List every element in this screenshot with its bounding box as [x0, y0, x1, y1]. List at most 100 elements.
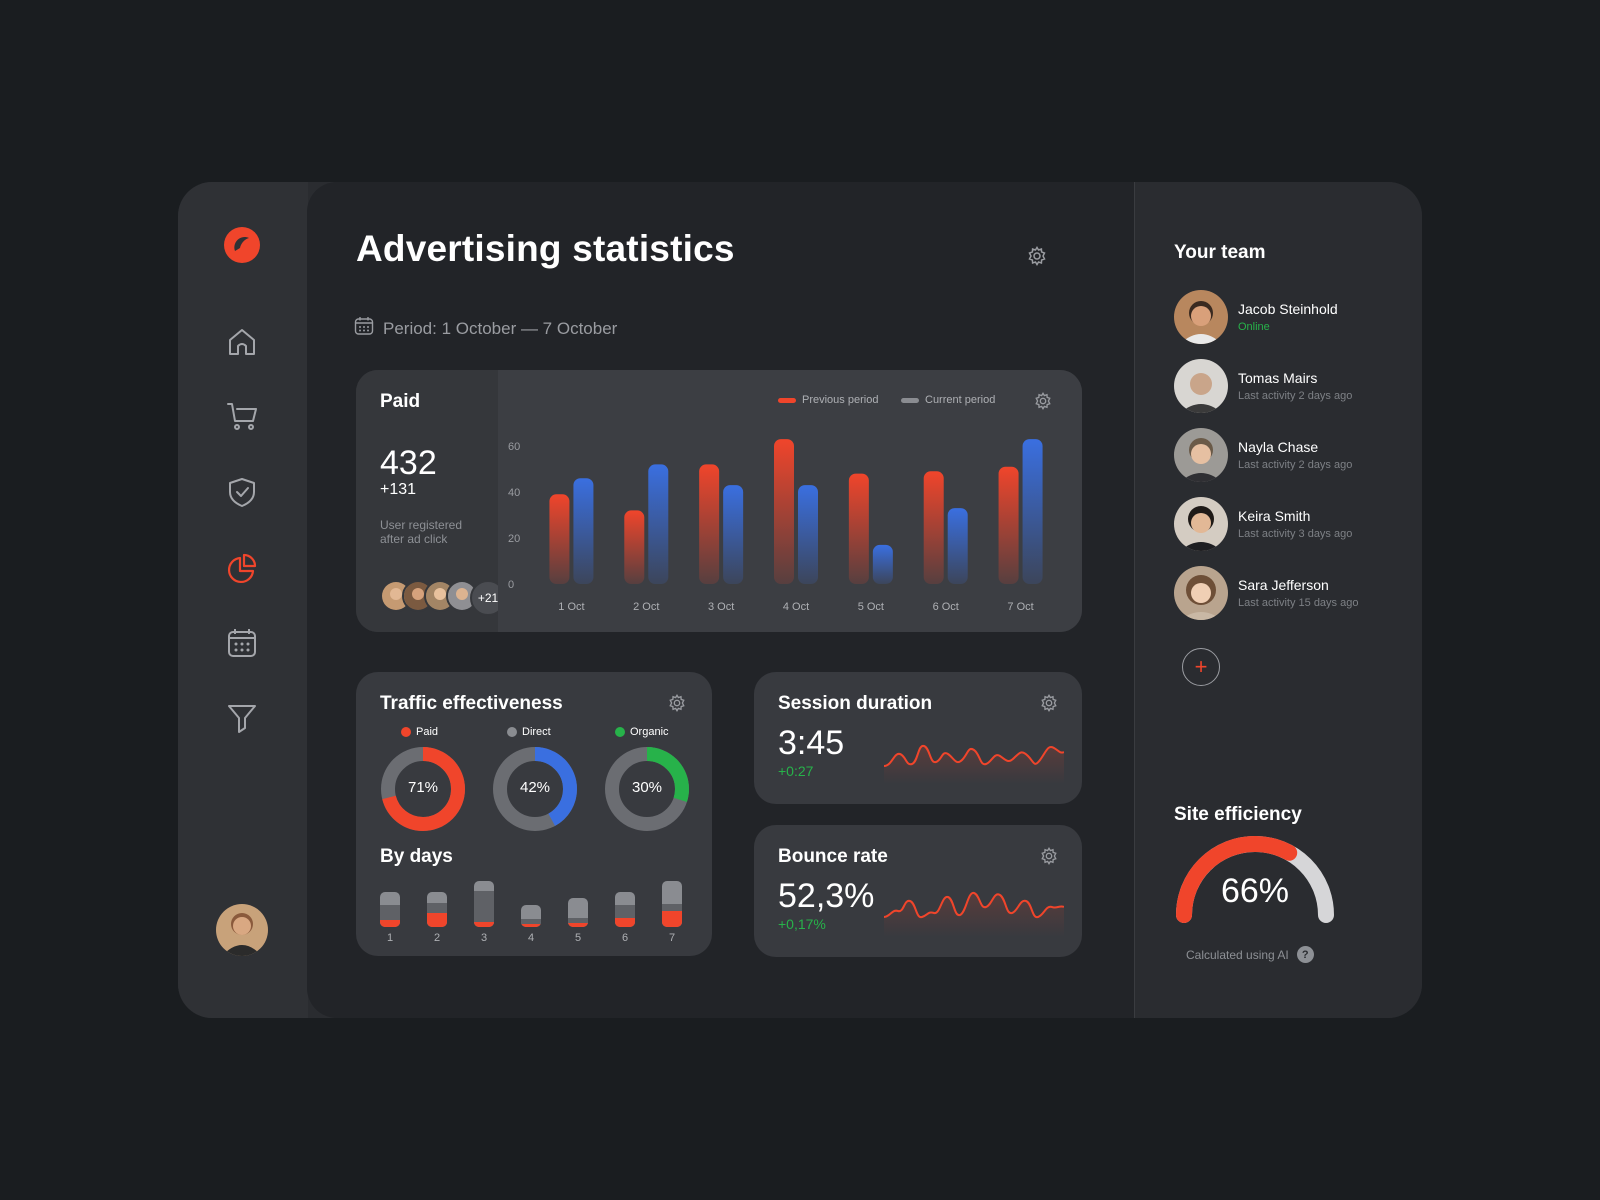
bar-previous[interactable] [624, 510, 645, 584]
bar-current[interactable] [723, 485, 744, 584]
session-settings-gear-icon[interactable] [1038, 692, 1060, 714]
cart-icon[interactable] [222, 396, 262, 436]
bar-previous[interactable] [774, 439, 794, 584]
donut-segment [381, 747, 465, 831]
by-days-title: By days [380, 846, 453, 867]
add-member-button[interactable]: + [1182, 648, 1220, 686]
settings-gear-icon[interactable] [1026, 245, 1048, 267]
current-user-avatar[interactable] [216, 904, 268, 956]
bar-current[interactable] [1022, 439, 1043, 584]
app-logo[interactable] [223, 226, 261, 269]
shield-check-icon[interactable] [222, 472, 262, 512]
donut-legend-paid: Paid [401, 726, 438, 738]
donut-value-direct: 42% [519, 779, 551, 796]
paid-summary: Paid 432 +131 User registered after ad c… [356, 370, 506, 632]
paid-description-line2: after ad click [380, 532, 448, 546]
day-bar[interactable] [568, 898, 588, 927]
calendar-icon [354, 316, 374, 341]
team-member[interactable]: Nayla Chase Last activity 2 days ago [1174, 428, 1414, 484]
day-bar-mid [662, 904, 682, 912]
day-label: 5 [574, 932, 582, 944]
bar-current[interactable] [648, 464, 669, 584]
home-icon[interactable] [222, 322, 262, 362]
day-bar[interactable] [521, 905, 541, 927]
y-tick-label: 60 [508, 441, 520, 453]
y-tick-label: 0 [508, 579, 514, 591]
chart-settings-gear-icon[interactable] [1032, 390, 1054, 412]
paid-delta: +131 [380, 481, 417, 498]
paid-bar-chart: Previous period Current period 60 40 20 0 1 … [498, 370, 1082, 632]
x-tick-label: 3 Oct [708, 601, 734, 613]
sidebar [178, 182, 308, 1018]
efficiency-value: 66% [1220, 872, 1290, 910]
session-sparkline [884, 744, 1064, 784]
day-label: 1 [386, 932, 394, 944]
legend-current: Current period [901, 394, 995, 406]
bar-previous[interactable] [848, 473, 869, 584]
legend-label-current: Current period [925, 394, 996, 406]
day-label: 7 [668, 932, 676, 944]
bounce-delta: +0,17% [778, 916, 826, 932]
team-member[interactable]: Keira Smith Last activity 3 days ago [1174, 497, 1414, 553]
calendar-icon[interactable] [222, 623, 262, 663]
x-tick-label: 4 Oct [783, 601, 809, 613]
y-tick-label: 40 [508, 487, 520, 499]
member-name: Sara Jefferson [1238, 577, 1329, 593]
day-bar-red [568, 922, 588, 927]
donut-legend-direct: Direct [507, 726, 551, 738]
day-bar-mid [427, 902, 447, 914]
day-label: 3 [480, 932, 488, 944]
donut-legend-organic: Organic [615, 726, 669, 738]
bar-previous[interactable] [699, 464, 720, 584]
day-bar-mid [521, 919, 541, 924]
session-duration-card: Session duration 3:45 +0:27 [754, 672, 1082, 804]
bar-previous[interactable] [549, 494, 570, 584]
member-status: Last activity 15 days ago [1238, 597, 1359, 609]
day-bar-red [662, 911, 682, 927]
day-bar[interactable] [662, 881, 682, 927]
legend-previous: Previous period [778, 394, 878, 406]
day-bar-red [380, 920, 400, 927]
team-member[interactable]: Sara Jefferson Last activity 15 days ago [1174, 566, 1414, 622]
donut-direct [493, 747, 577, 831]
day-bar[interactable] [474, 881, 494, 927]
member-name: Keira Smith [1238, 508, 1311, 524]
period-selector[interactable]: Period: 1 October — 7 October [354, 316, 617, 341]
bar-current[interactable] [947, 508, 968, 584]
bar-previous[interactable] [923, 471, 944, 584]
member-avatar [1174, 566, 1228, 620]
bar-current[interactable] [872, 544, 893, 584]
efficiency-note-text: Calculated using AI [1186, 947, 1289, 962]
day-bar-mid [380, 904, 400, 921]
day-bar-red [474, 922, 494, 927]
team-member[interactable]: Jacob Steinhold Online [1174, 290, 1414, 346]
legend-swatch-current [901, 397, 919, 403]
paid-dot-icon [401, 727, 411, 737]
pie-chart-icon[interactable] [222, 548, 262, 588]
bounce-rate-card: Bounce rate 52,3% +0,17% [754, 825, 1082, 957]
day-label: 6 [621, 932, 629, 944]
day-bar-red [615, 918, 635, 927]
day-bar[interactable] [380, 892, 400, 927]
help-icon[interactable]: ? [1296, 946, 1314, 963]
member-avatar [1174, 428, 1228, 482]
day-bar[interactable] [615, 892, 635, 927]
donut-segment [605, 747, 689, 831]
paid-card: Paid 432 +131 User registered after ad c… [356, 370, 1082, 632]
traffic-settings-gear-icon[interactable] [666, 692, 688, 714]
registered-users-avatars[interactable]: +21 [380, 580, 506, 616]
bounce-settings-gear-icon[interactable] [1038, 845, 1060, 867]
bar-previous[interactable] [998, 466, 1019, 584]
x-tick-label: 6 Oct [933, 601, 959, 613]
donut-paid [381, 747, 465, 831]
filter-icon[interactable] [222, 698, 262, 738]
traffic-card: Traffic effectiveness Paid Direct Organi… [356, 672, 712, 956]
member-name: Tomas Mairs [1238, 370, 1318, 386]
member-status: Online [1238, 321, 1270, 333]
bar-current[interactable] [798, 485, 818, 584]
member-avatar [1174, 359, 1228, 413]
member-name: Jacob Steinhold [1238, 301, 1338, 317]
team-member[interactable]: Tomas Mairs Last activity 2 days ago [1174, 359, 1414, 415]
day-bar[interactable] [427, 892, 447, 927]
bar-current[interactable] [573, 478, 594, 584]
